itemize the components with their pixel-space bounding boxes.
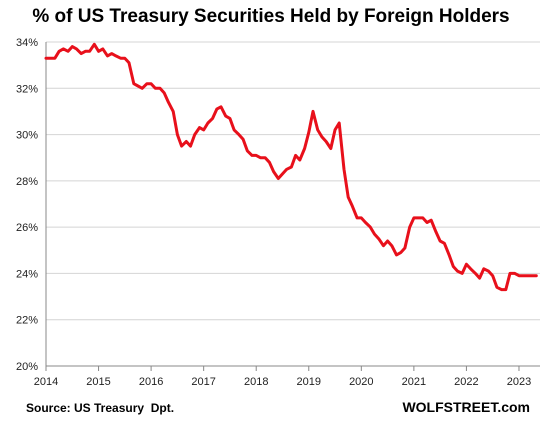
x-tick-label: 2022 — [454, 376, 478, 388]
brand-label: WOLFSTREET.com — [402, 399, 530, 415]
x-tick-label: 2015 — [86, 376, 110, 388]
x-tick-label: 2021 — [402, 376, 426, 388]
y-tick-label: 32% — [16, 83, 38, 95]
series-line — [44, 42, 538, 292]
y-tick-label: 22% — [16, 315, 38, 327]
chart-title: % of US Treasury Securities Held by Fore… — [32, 6, 510, 27]
y-tick-label: 34% — [16, 37, 38, 49]
x-tick-label: 2020 — [349, 376, 373, 388]
y-tick-label: 26% — [16, 222, 38, 234]
x-tick-label: 2019 — [297, 376, 321, 388]
x-tick-label: 2023 — [507, 376, 531, 388]
axes — [45, 42, 540, 367]
source-note: Source: US Treasury Dpt. — [26, 401, 175, 415]
y-axis-ticks: 20% 22% 24% 26% 28% 30% 32% 34% — [16, 37, 38, 373]
y-tick-label: 28% — [16, 176, 38, 188]
series-lines — [44, 42, 538, 292]
x-tick-label: 2017 — [191, 376, 215, 388]
x-tick-label: 2016 — [139, 376, 163, 388]
y-tick-label: 24% — [16, 268, 38, 280]
y-tick-label: 20% — [16, 361, 38, 373]
gridlines — [46, 41, 540, 367]
x-tick-label: 2014 — [34, 376, 58, 388]
x-tick-label: 2018 — [244, 376, 268, 388]
y-tick-label: 30% — [16, 130, 38, 142]
x-axis-ticks: 2014 2015 2016 2017 2018 2019 2020 2021 2022 2023 — [34, 366, 531, 388]
